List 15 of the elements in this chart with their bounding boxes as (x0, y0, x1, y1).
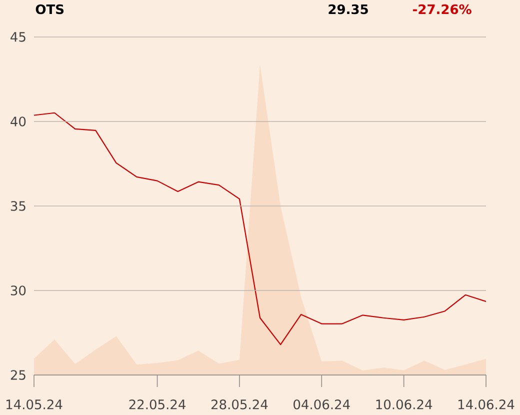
x-tick-label: 04.06.24 (294, 400, 350, 410)
y-tick-label: 40 (10, 116, 26, 126)
y-tick-label: 45 (10, 32, 26, 42)
y-tick-label: 25 (10, 370, 26, 380)
line-series (34, 112, 486, 346)
x-tick-label: 22.05.24 (129, 400, 186, 410)
x-tick-label: 28.05.24 (211, 400, 268, 410)
chart-title: OTS (36, 4, 64, 14)
text: 29.35 (328, 4, 368, 14)
x-tick-label: 10.06.24 (376, 400, 432, 410)
y-tick-label: 35 (10, 201, 26, 211)
x-tick-label: 14.05.24 (6, 400, 62, 410)
x-tick-label: 14.06.24 (458, 400, 514, 410)
y-tick-label: 30 (10, 286, 26, 296)
text: -27.26% (412, 4, 472, 14)
